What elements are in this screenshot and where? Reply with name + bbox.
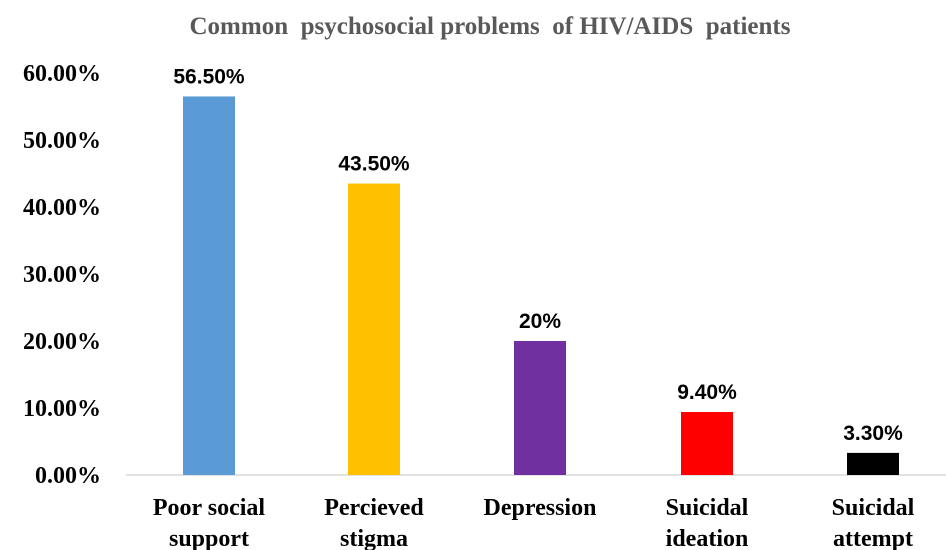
- x-tick-label: support: [169, 526, 249, 550]
- x-tick-label: Depression: [484, 495, 597, 521]
- y-tick-label: 40.00%: [23, 195, 101, 221]
- y-tick-label: 0.00%: [35, 463, 101, 489]
- x-tick-label: Suicidal: [832, 495, 915, 521]
- data-label: 20%: [519, 310, 561, 333]
- data-label: 43.50%: [338, 153, 410, 176]
- data-label: 9.40%: [677, 381, 737, 404]
- y-tick-label: 50.00%: [23, 128, 101, 154]
- bar: [514, 341, 566, 475]
- x-tick-label: Poor social: [153, 495, 266, 521]
- bars: [183, 96, 899, 476]
- data-labels: 56.50% 43.50% 20% 9.40% 3.30%: [173, 65, 903, 444]
- x-tick-label: Suicidal: [666, 495, 749, 521]
- data-label: 3.30%: [843, 422, 903, 445]
- bar: [183, 96, 235, 475]
- y-tick-label: 10.00%: [23, 396, 101, 422]
- x-tick-label: attempt: [833, 526, 913, 550]
- x-axis-ticks: Poor social support Percieved stigma Depress…: [153, 495, 915, 550]
- bar: [681, 412, 733, 475]
- y-axis-ticks: 0.00% 10.00% 20.00% 30.00% 40.00% 50.00% 60.00…: [23, 61, 101, 489]
- x-tick-label: ideation: [666, 526, 749, 550]
- chart-title: Common psychosocial problems of HIV/AIDS…: [190, 13, 791, 40]
- x-tick-label: Percieved: [324, 495, 424, 521]
- x-tick-label: stigma: [340, 526, 408, 550]
- data-label: 56.50%: [173, 65, 245, 88]
- y-tick-label: 20.00%: [23, 329, 101, 355]
- y-tick-label: 60.00%: [23, 61, 101, 87]
- bar: [348, 183, 400, 476]
- bar: [847, 452, 899, 475]
- y-tick-label: 30.00%: [23, 262, 101, 288]
